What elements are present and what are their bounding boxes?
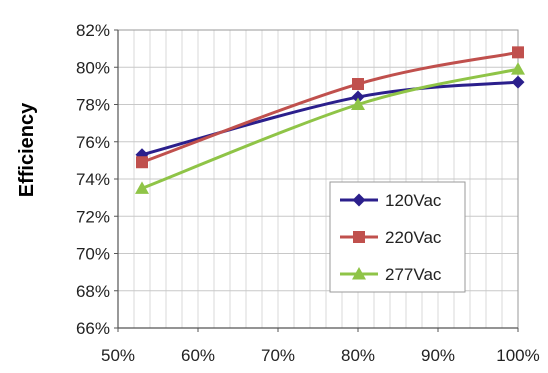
y-tick-label: 80% xyxy=(76,58,110,77)
series-120Vac xyxy=(135,75,525,162)
series-line-277Vac xyxy=(141,67,519,190)
data-point-120Vac xyxy=(511,75,525,89)
data-point-120Vac xyxy=(351,90,365,104)
series-220Vac xyxy=(136,46,524,169)
x-tick-labels: 50% 60% 70% 80% 90% 100% xyxy=(101,328,540,365)
y-tick-label: 78% xyxy=(76,96,110,115)
data-point-277Vac xyxy=(511,62,525,75)
y-tick-label: 70% xyxy=(76,245,110,264)
data-point-277Vac xyxy=(351,97,365,110)
data-point-220Vac xyxy=(136,156,148,169)
legend-marker-220Vac xyxy=(353,231,365,243)
x-tick-label: 70% xyxy=(261,346,295,365)
legend-marker-120Vac xyxy=(352,193,366,207)
y-axis-label: Efficiency xyxy=(16,102,38,197)
data-point-277Vac xyxy=(135,181,149,194)
y-tick-label: 66% xyxy=(76,319,110,338)
x-tick-label: 80% xyxy=(341,346,375,365)
y-tick-label: 76% xyxy=(76,133,110,152)
legend: 120Vac 220Vac 277Vac xyxy=(329,181,466,293)
y-tick-label: 68% xyxy=(76,282,110,301)
x-tick-label: 50% xyxy=(101,346,135,365)
data-point-220Vac xyxy=(352,78,364,91)
series-lines xyxy=(135,46,525,194)
legend-label-120Vac: 120Vac xyxy=(385,191,442,210)
x-tick-label: 100% xyxy=(496,346,539,365)
y-tick-label: 72% xyxy=(76,207,110,226)
series-line-220Vac xyxy=(141,50,519,164)
series-277Vac xyxy=(135,62,525,194)
y-tick-label: 74% xyxy=(76,170,110,189)
y-tick-label: 82% xyxy=(76,21,110,40)
x-tick-label: 60% xyxy=(181,346,215,365)
data-point-220Vac xyxy=(512,46,524,59)
legend-label-220Vac: 220Vac xyxy=(385,228,442,247)
legend-label-277Vac: 277Vac xyxy=(385,265,442,284)
legend-marker-277Vac xyxy=(352,267,366,280)
y-tick-labels: 66% 68% 70% 72% 74% 76% 78% 80% 82% xyxy=(76,21,118,338)
x-tick-label: 90% xyxy=(421,346,455,365)
